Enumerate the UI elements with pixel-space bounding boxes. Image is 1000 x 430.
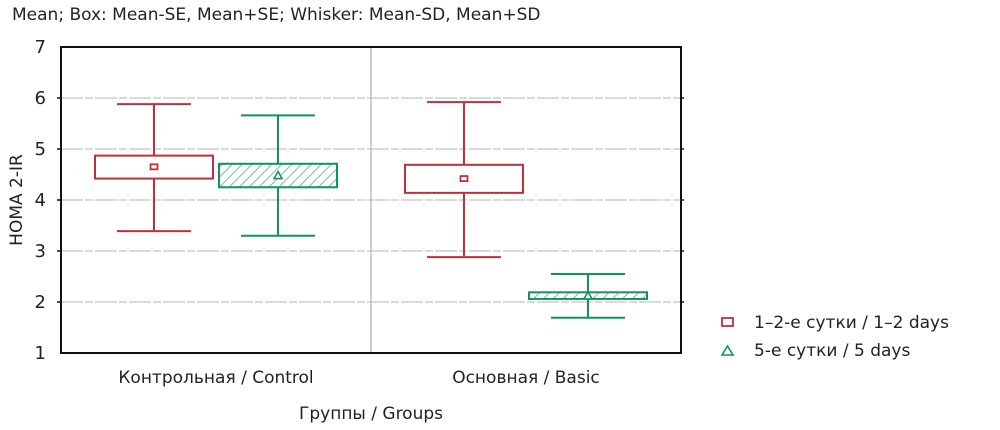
y-tick-label: 2 [35, 292, 46, 313]
box-5-days-basic [528, 272, 648, 319]
x-axis-label: Группы / Groups [299, 404, 443, 424]
y-tick-label: 6 [35, 88, 46, 109]
x-tick-label-control: Контрольная / Control [118, 368, 313, 388]
mean-square-marker-icon [459, 175, 469, 182]
y-axis: 1 2 3 4 5 6 7 [35, 37, 684, 364]
boxes-layer [94, 101, 648, 319]
mean-triangle-marker-icon [582, 290, 594, 300]
chart-title: Mean; Box: Mean-SE, Mean+SE; Whisker: Me… [12, 5, 540, 25]
box-5-days-control [218, 114, 338, 237]
mean-triangle-marker-icon [272, 169, 284, 180]
x-tick-label-basic: Основная / Basic [452, 368, 600, 388]
legend-label-5-days: 5-е сутки / 5 days [754, 341, 910, 361]
legend-square-marker-icon [721, 317, 734, 327]
y-tick-label: 1 [35, 343, 46, 364]
legend-label-1-2-days: 1–2-е сутки / 1–2 days [754, 313, 949, 333]
y-tick-label: 3 [35, 241, 46, 262]
box-1-2-days-control [94, 103, 214, 233]
legend: 1–2-е сутки / 1–2 days 5-е сутки / 5 day… [720, 313, 949, 361]
mean-square-marker-icon [149, 163, 159, 171]
y-tick-label: 7 [35, 37, 46, 58]
box-1-2-days-basic [404, 101, 524, 259]
legend-triangle-marker-icon [720, 344, 735, 356]
y-tick-label: 5 [35, 139, 46, 160]
y-axis-label: HOMA 2-IR [7, 154, 27, 246]
y-tick-label: 4 [35, 190, 46, 211]
